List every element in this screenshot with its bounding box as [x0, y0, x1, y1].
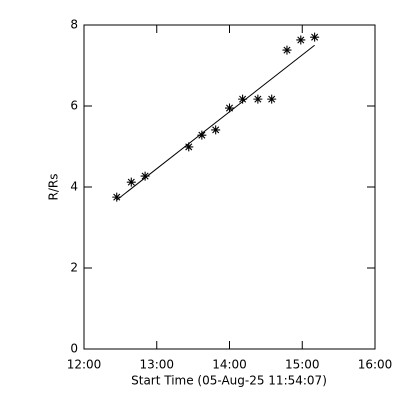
asterisk-point: [184, 142, 194, 152]
fit-line: [116, 44, 315, 201]
plot-frame: [83, 24, 376, 350]
asterisk-point: [140, 171, 150, 181]
y-tick-label: 2: [70, 261, 78, 275]
asterisk-point: [310, 32, 320, 42]
x-tick-label: 14:00: [212, 358, 247, 372]
y-tick-label: 6: [70, 99, 78, 113]
asterisk-point: [211, 125, 221, 135]
asterisk-point: [267, 94, 277, 104]
asterisk-point: [282, 45, 292, 55]
asterisk-point: [238, 94, 248, 104]
x-axis-label: Start Time (05-Aug-25 11:54:07): [131, 374, 327, 388]
asterisk-point: [112, 192, 122, 202]
x-tick-label: 15:00: [285, 358, 320, 372]
y-tick-label: 8: [70, 18, 78, 32]
asterisk-point: [253, 94, 263, 104]
y-axis-label: R/Rs: [47, 174, 61, 201]
asterisk-point: [126, 177, 136, 187]
x-tick-label: 12:00: [67, 358, 102, 372]
x-tick-label: 16:00: [358, 358, 393, 372]
asterisk-point: [225, 103, 234, 113]
asterisk-point: [296, 35, 306, 45]
y-tick-label: 4: [70, 180, 78, 194]
y-tick-label: 0: [70, 342, 78, 356]
x-tick-label: 13:00: [139, 358, 174, 372]
asterisk-point: [197, 130, 207, 140]
